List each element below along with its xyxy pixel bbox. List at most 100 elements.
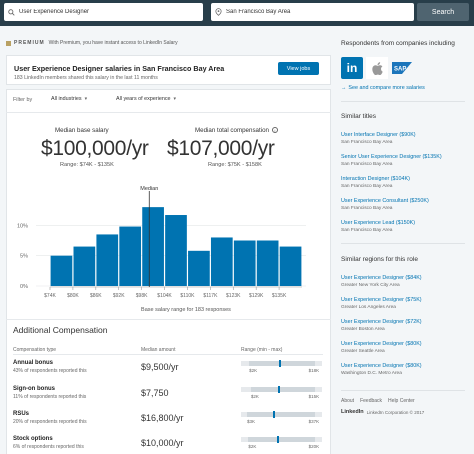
y-tick-label: 5% — [20, 254, 28, 260]
histogram-bar — [210, 237, 233, 286]
range-max-label: $18K — [308, 368, 320, 373]
sap-logo: SAP — [391, 57, 413, 79]
histogram-bar — [50, 255, 73, 286]
x-tick-label: $104K — [157, 293, 172, 299]
similar-item-link[interactable]: User Experience Designer ($75K) — [341, 297, 422, 303]
y-tick-label: 0% — [20, 284, 28, 290]
chevron-down-icon: ▾ — [84, 96, 88, 102]
range-median-marker — [273, 411, 276, 418]
comp-median-value: $9,500/yr — [141, 362, 179, 372]
location-input[interactable] — [226, 9, 414, 15]
premium-label: PREMIUM — [14, 40, 45, 46]
similar-item-link[interactable]: User Interface Designer ($90K) — [341, 132, 416, 138]
info-icon[interactable]: i — [271, 127, 278, 134]
experience-dropdown[interactable]: All years of experience ▾ — [116, 96, 176, 102]
comp-median-value: $10,000/yr — [141, 438, 184, 448]
similar-item-link[interactable]: User Experience Lead ($150K) — [341, 220, 416, 226]
median-total-range: Range: $75K - $158K — [208, 162, 262, 168]
x-tick-label: $110K — [180, 293, 195, 299]
footer-link-about[interactable]: About — [341, 398, 355, 404]
range-median-marker — [278, 360, 281, 367]
similar-item-link[interactable]: User Experience Designer ($80K) — [341, 341, 422, 347]
similar-regions-header: Similar regions for this role — [341, 256, 418, 263]
salary-header-card: User Experience Designer salaries in San… — [6, 55, 331, 85]
comp-median-value: $7,750 — [141, 388, 169, 398]
arrow-right-icon: → — [341, 85, 347, 91]
range-median-marker — [278, 386, 281, 393]
similar-item-location: San Francisco Bay Area — [341, 162, 393, 167]
x-tick-label: $135K — [272, 293, 287, 299]
comp-respondents: 6% of respondents reported this — [13, 444, 84, 450]
linkedin-logo: in — [341, 57, 363, 79]
similar-item-link[interactable]: User Experience Designer ($72K) — [341, 319, 422, 325]
range-min-label: $2K — [248, 444, 257, 449]
histogram-bar — [279, 246, 302, 286]
x-axis-label: Base salary range for 183 responses — [141, 307, 231, 313]
median-total-label: Median total compensation i — [195, 127, 278, 134]
see-more-label: See and compare more salaries — [348, 85, 425, 91]
footer-brand: LinkedIn LinkedIn Corporation © 2017 — [341, 409, 424, 415]
similar-item-location: San Francisco Bay Area — [341, 206, 393, 211]
similar-item-link[interactable]: User Experience Designer ($80K) — [341, 363, 422, 369]
chevron-down-icon: ▾ — [173, 96, 177, 102]
range-max-label: $37K — [308, 419, 320, 424]
x-tick-label: $129K — [249, 293, 264, 299]
footer-link-feedback[interactable]: Feedback — [360, 398, 383, 404]
range-max-label: $20K — [308, 444, 320, 449]
companies-title: Respondents from companies including — [341, 40, 455, 47]
range-bar — [241, 386, 322, 393]
similar-item-link[interactable]: User Experience Designer ($84K) — [341, 275, 422, 281]
divider — [341, 390, 465, 391]
divider — [13, 354, 323, 355]
filter-row: Filter by All industries ▾ All years of e… — [8, 92, 328, 112]
comp-median-value: $16,800/yr — [141, 413, 184, 423]
similar-item-location: Greater Los Angeles Area — [341, 305, 396, 310]
similar-item-link[interactable]: User Experience Consultant ($250K) — [341, 198, 429, 204]
similar-titles-header: Similar titles — [341, 113, 377, 120]
range-fill — [248, 437, 315, 442]
histogram-bar — [165, 215, 187, 286]
divider — [341, 101, 465, 102]
salary-histogram: 10% 5% 0% $74K $80K $86K $92K $98K $104K $110K $11… — [17, 186, 306, 313]
keyword-search-field[interactable] — [4, 3, 203, 21]
industry-dropdown[interactable]: All industries ▾ — [51, 96, 87, 102]
experience-dropdown-value: All years of experience — [116, 96, 171, 102]
page-title: User Experience Designer salaries in San… — [14, 64, 225, 73]
location-search-field[interactable] — [211, 3, 414, 21]
range-min-label: $2K — [249, 368, 258, 373]
top-search-bar: Search — [0, 0, 474, 26]
x-tick-label: $74K — [44, 293, 56, 299]
comp-respondents: 11% of respondents reported this — [13, 394, 87, 400]
histogram-bar — [119, 226, 142, 286]
page-subtitle: 183 LinkedIn members shared this salary … — [14, 75, 158, 81]
histogram-bar — [96, 234, 119, 286]
premium-icon — [6, 40, 11, 46]
similar-item-link[interactable]: Interaction Designer ($104K) — [341, 176, 410, 182]
range-fill — [250, 387, 315, 392]
histogram-bar — [256, 240, 279, 286]
x-tick-label: $86K — [90, 293, 102, 299]
range-bar — [241, 411, 322, 418]
histogram-bar — [233, 240, 256, 286]
comp-name: Stock options — [13, 436, 53, 442]
col-header-range: Range (min - max) — [241, 347, 283, 353]
similar-item-location: Greater Boston Area — [341, 327, 385, 332]
linkedin-wordmark: LinkedIn — [341, 409, 364, 415]
median-base-range: Range: $74K - $135K — [60, 162, 114, 168]
range-median-marker — [276, 436, 279, 443]
view-jobs-button[interactable]: View jobs — [278, 62, 319, 75]
footer-link-help-center[interactable]: Help Center — [388, 398, 415, 404]
median-total-value: $107,000/yr — [167, 137, 275, 160]
keyword-input[interactable] — [19, 9, 203, 15]
similar-item-location: San Francisco Bay Area — [341, 228, 393, 233]
similar-item-location: San Francisco Bay Area — [341, 140, 393, 145]
search-icon — [8, 8, 15, 16]
comp-name: RSUs — [13, 411, 30, 417]
similar-item-link[interactable]: Senior User Experience Designer ($135K) — [341, 154, 442, 160]
see-more-salaries-link[interactable]: → See and compare more salaries — [341, 85, 425, 91]
search-button[interactable]: Search — [417, 3, 469, 21]
premium-banner: PREMIUM With Premium, you have instant a… — [6, 40, 178, 46]
median-total-label-text: Median total compensation — [195, 127, 269, 134]
divider — [6, 319, 331, 320]
similar-item-location: Washington D.C. Metro Area — [341, 371, 402, 376]
